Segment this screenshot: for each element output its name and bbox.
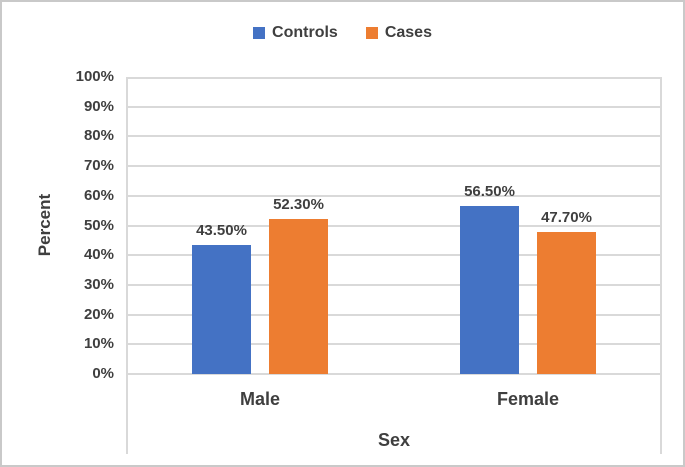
- data-label-controls-female: 56.50%: [464, 183, 515, 200]
- bar-controls-female: [460, 206, 519, 374]
- gridline: [126, 135, 662, 138]
- y-tick-label: 0%: [92, 365, 114, 382]
- category-label-female: Female: [496, 389, 560, 409]
- gridline: [126, 313, 662, 316]
- gridline: [126, 77, 662, 79]
- y-tick-label: 80%: [83, 127, 114, 145]
- category-label-male: Male: [239, 389, 281, 409]
- bar-cases-male: [269, 219, 328, 374]
- gridline: [126, 105, 662, 108]
- plot-area: 43.50% 52.30% 56.50% 47.70%: [126, 77, 662, 375]
- bar-cases-female: [537, 232, 596, 374]
- data-label-controls-male: 43.50%: [196, 222, 247, 239]
- y-tick-label: 70%: [83, 157, 114, 175]
- y-tick-label: 20%: [83, 305, 114, 323]
- y-tick-label: 40%: [83, 246, 114, 264]
- gridline: [126, 194, 662, 197]
- y-tick-label: 60%: [83, 186, 114, 204]
- data-label-cases-male: 52.30%: [273, 196, 324, 213]
- data-label-cases-female: 47.70%: [541, 209, 592, 226]
- gridline: [126, 224, 662, 227]
- y-tick-label: 10%: [83, 335, 114, 353]
- legend-label: Controls: [272, 24, 338, 41]
- x-axis-line: [126, 373, 662, 375]
- legend-swatch-controls: [253, 27, 266, 39]
- y-tick-label: 50%: [83, 216, 114, 234]
- y-tick-label: 100%: [75, 68, 114, 85]
- y-tick-label: 90%: [83, 97, 114, 115]
- x-axis-title: Sex: [377, 430, 411, 450]
- gridline: [126, 165, 662, 168]
- legend-label: Cases: [384, 24, 432, 41]
- legend-item-cases: Cases: [365, 24, 432, 42]
- gridline: [126, 254, 662, 257]
- legend-item-controls: Controls: [253, 24, 338, 42]
- plot-area-frame: [126, 77, 662, 454]
- legend: Controls Cases: [2, 24, 683, 42]
- bar-controls-male: [192, 245, 251, 374]
- gridline: [126, 283, 662, 286]
- gridline: [126, 343, 662, 346]
- y-tick-label: 30%: [83, 275, 114, 293]
- legend-swatch-cases: [365, 27, 378, 39]
